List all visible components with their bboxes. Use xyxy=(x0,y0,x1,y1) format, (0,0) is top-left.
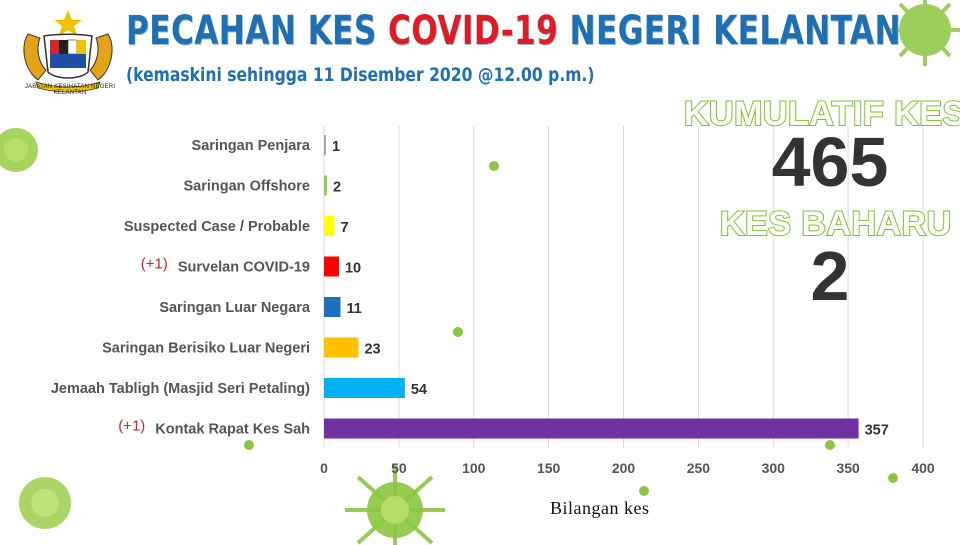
x-tick-label-6: 300 xyxy=(762,460,786,476)
x-axis-label: Bilangan kes xyxy=(550,498,650,518)
annotation-7: (+1) xyxy=(118,418,145,435)
data-label-2: 7 xyxy=(340,220,348,236)
category-label-7: Kontak Rapat Kes Sah xyxy=(155,422,310,438)
data-label-5: 23 xyxy=(364,342,380,358)
bar-4 xyxy=(324,297,341,317)
data-label-3: 10 xyxy=(345,261,361,277)
page-title: PECAHAN KES COVID-19 NEGERI KELANTAN xyxy=(126,8,901,54)
category-label-5: Saringan Berisiko Luar Negeri xyxy=(102,341,310,357)
x-tick-label-0: 0 xyxy=(320,460,328,476)
category-label-4: Saringan Luar Negara xyxy=(159,300,311,316)
annotation-3: (+1) xyxy=(141,256,168,273)
data-label-0: 1 xyxy=(332,139,340,155)
bar-3 xyxy=(324,256,339,277)
category-label-2: Suspected Case / Probable xyxy=(124,219,310,235)
bar-1 xyxy=(324,175,327,196)
chart-bars xyxy=(324,135,859,439)
chart-labels: 0 50 100 150 200 250 300 350 400 Saringan Penjara… xyxy=(51,138,935,476)
new-cases-value: 2 xyxy=(810,237,850,315)
title-part-1: PECAHAN KES xyxy=(126,8,388,54)
bar-2 xyxy=(324,216,335,236)
x-tick-label-3: 150 xyxy=(537,460,561,476)
x-tick-label-8: 400 xyxy=(911,460,935,476)
data-label-1: 2 xyxy=(333,180,341,196)
data-label-4: 11 xyxy=(346,301,361,317)
new-cases-label: KES BAHARU xyxy=(719,204,952,244)
title-part-3: NEGERI KELANTAN xyxy=(558,8,901,54)
bar-0 xyxy=(324,135,326,155)
cumulative-cases-label: KUMULATIF KES xyxy=(683,94,960,134)
category-label-6: Jemaah Tabligh (Masjid Seri Petaling) xyxy=(51,381,310,397)
bar-5 xyxy=(324,337,359,358)
bar-6 xyxy=(324,378,405,398)
x-tick-label-5: 250 xyxy=(687,460,711,476)
x-tick-label-1: 50 xyxy=(391,460,407,476)
logo-caption: JABATAN KESIHATAN NEGERI KELANTAN xyxy=(24,84,116,96)
cumulative-cases-value: 465 xyxy=(771,123,889,201)
x-tick-label-4: 200 xyxy=(612,460,636,476)
category-label-0: Saringan Penjara xyxy=(192,138,311,154)
x-tick-label-2: 100 xyxy=(462,460,486,476)
x-tick-label-7: 350 xyxy=(836,460,860,476)
coat-of-arms-logo xyxy=(23,10,113,93)
category-label-1: Saringan Offshore xyxy=(184,179,311,195)
data-label-7: 357 xyxy=(865,423,889,439)
category-label-3: Survelan COVID-19 xyxy=(178,260,310,276)
page-subtitle: (kemaskini sehingga 11 Disember 2020 @12… xyxy=(126,64,595,86)
data-label-6: 54 xyxy=(411,382,427,398)
bar-7 xyxy=(324,418,859,439)
title-part-2: COVID-19 xyxy=(387,8,559,54)
